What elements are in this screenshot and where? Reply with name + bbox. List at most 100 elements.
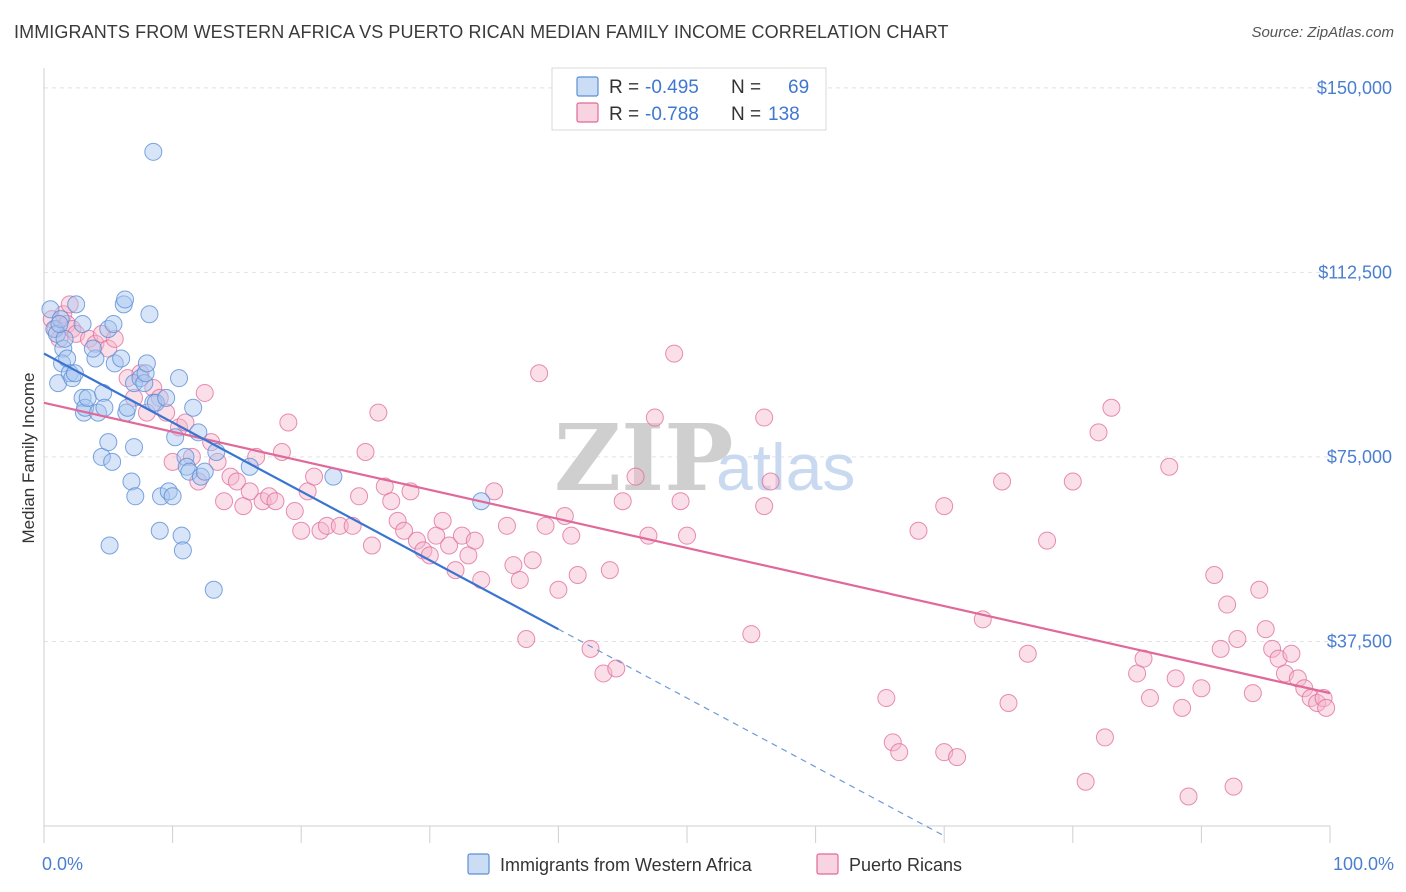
point-pink-97 [909,521,928,540]
point-pink-47 [350,487,369,506]
point-blue-55 [172,526,191,545]
point-pink-56 [407,531,426,550]
point-pink-88 [671,492,690,511]
point-blue-41 [135,374,154,393]
point-blue-33 [112,349,131,368]
point-pink-107 [1076,772,1095,791]
point-pink-82 [607,659,626,678]
point-blue-20 [83,339,102,358]
point-blue-56 [173,541,192,560]
watermark-atlas: atlas [716,430,855,504]
series-western-africa [41,142,491,599]
trend-lines [43,352,1331,837]
point-pink-105 [1038,531,1057,550]
point-pink-136 [1317,698,1336,717]
point-pink-49 [362,536,381,555]
legend-r-value-2: -0.788 [645,104,699,125]
point-blue-60 [184,398,203,417]
point-pink-74 [536,516,555,535]
point-blue-12 [67,295,86,314]
point-blue-18 [78,388,97,407]
y-tick-label-2: $112,500 [1318,262,1392,282]
point-blue-42 [136,364,155,383]
point-pink-100 [948,748,967,767]
point-pink-79 [581,639,600,658]
point-pink-83 [613,492,632,511]
point-pink-120 [1211,639,1230,658]
point-pink-72 [523,551,542,570]
point-pink-42 [305,467,324,486]
legend-box: R = -0.495 N = 69 R = -0.788 N = 138 [551,67,827,131]
point-pink-110 [1102,398,1121,417]
point-pink-96 [890,743,909,762]
point-pink-122 [1224,777,1243,796]
point-blue-14 [73,315,92,334]
point-pink-30 [227,472,246,491]
point-pink-54 [395,521,414,540]
point-pink-40 [292,521,311,540]
point-pink-93 [755,497,774,516]
point-pink-38 [279,413,298,432]
watermark-zip: ZIP [554,404,733,512]
point-pink-103 [999,693,1018,712]
point-pink-48 [356,443,375,461]
series-puerto-ricans [42,295,1336,806]
point-pink-70 [510,570,529,589]
point-pink-73 [530,364,549,383]
point-blue-30 [104,315,123,334]
y-axis-title: Median Family Income [19,372,38,543]
point-pink-23 [182,447,201,466]
point-blue-58 [177,457,196,476]
point-blue-59 [180,462,199,481]
point-blue-63 [195,462,214,481]
watermark: ZIP atlas [554,404,855,512]
legend-r-value-1: -0.495 [645,77,699,98]
point-pink-125 [1250,580,1269,599]
point-pink-25 [195,383,214,402]
point-pink-121 [1218,595,1237,614]
bottom-legend-label-pink: Puerto Ricans [849,855,962,875]
legend-swatch-pink [576,102,599,123]
point-pink-95 [883,733,902,752]
source-label: Source: ZipAtlas.com [1251,24,1394,41]
point-pink-114 [1160,457,1179,476]
point-blue-67 [324,467,343,486]
point-pink-5 [60,295,79,314]
point-pink-119 [1205,566,1224,585]
point-pink-89 [678,526,696,545]
point-blue-57 [176,447,195,466]
point-pink-102 [993,472,1012,491]
legend-n-label-1: N = [731,77,761,98]
point-blue-50 [157,388,176,407]
y-tick-label-1: $75,000 [1327,447,1392,467]
point-pink-32 [240,482,259,501]
legend-n-value-2: 138 [768,104,800,125]
chart-title: IMMIGRANTS FROM WESTERN AFRICA VS PUERTO… [14,22,949,42]
point-pink-15 [131,364,150,383]
point-blue-4 [54,339,73,358]
bottom-legend-label-blue: Immigrants from Western Africa [500,855,753,875]
trend-line-blue-extension [558,628,945,837]
point-blue-37 [122,472,141,491]
x-tick-labels: 0.0% 100.0% [42,854,1394,874]
point-pink-50 [369,403,388,422]
x-tick-label-1: 100.0% [1333,854,1394,874]
point-pink-81 [600,561,619,580]
y-tick-labels: $37,500 $75,000 $112,500 $150,000 [1317,78,1392,652]
legend-r-label-2: R = [609,104,639,125]
point-pink-130 [1282,644,1301,663]
point-blue-6 [50,315,69,334]
point-pink-124 [1243,684,1262,703]
point-pink-87 [665,344,684,363]
point-blue-39 [125,438,144,457]
point-pink-68 [497,516,516,535]
point-blue-38 [126,487,145,506]
bottom-legend-swatch-blue [467,853,490,875]
axes [43,68,1331,843]
point-pink-53 [388,511,407,530]
legend-n-label-2: N = [731,104,761,125]
point-blue-48 [150,521,169,540]
point-pink-116 [1173,698,1192,717]
point-pink-108 [1089,423,1108,442]
